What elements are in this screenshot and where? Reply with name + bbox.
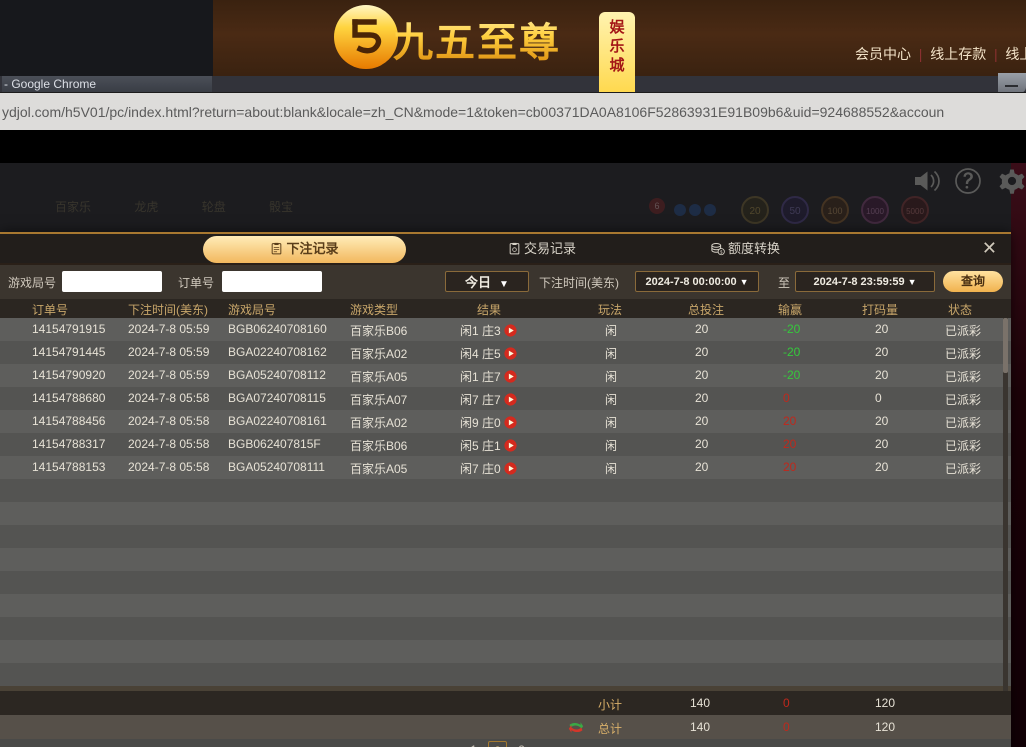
- svg-text:6: 6: [654, 201, 659, 211]
- svg-text:1000: 1000: [866, 207, 884, 216]
- svg-text:20: 20: [749, 206, 761, 217]
- svg-text:50: 50: [789, 206, 801, 217]
- svg-text:5000: 5000: [906, 207, 924, 216]
- svg-text:100: 100: [827, 206, 842, 216]
